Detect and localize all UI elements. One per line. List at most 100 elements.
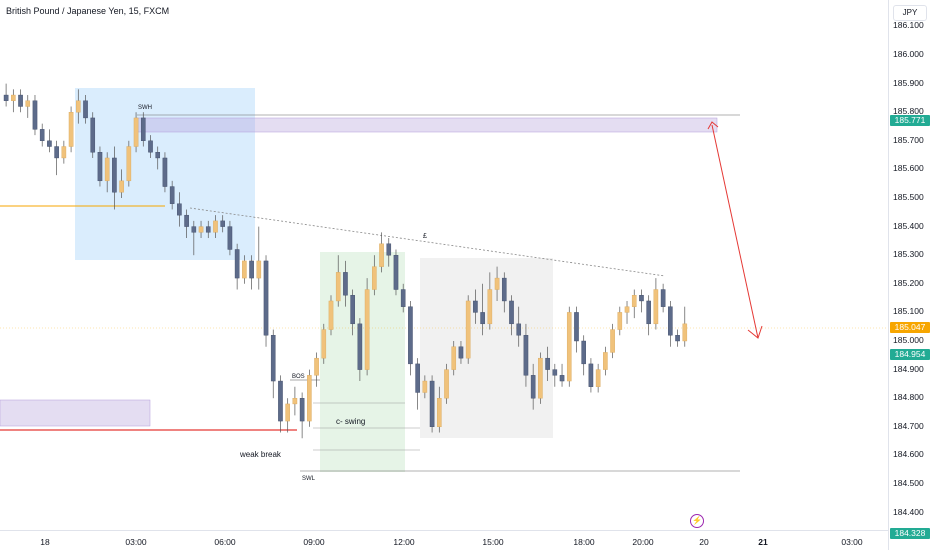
price-label: 185.771 bbox=[890, 114, 930, 126]
candle-body bbox=[639, 295, 644, 302]
candle-body bbox=[364, 289, 370, 370]
price-tick: 185.100 bbox=[893, 306, 924, 317]
projection-arrow-head bbox=[747, 325, 763, 339]
price-tick: 184.600 bbox=[893, 449, 924, 460]
candle-body bbox=[104, 157, 110, 182]
candle-body bbox=[75, 100, 81, 113]
candle-body bbox=[68, 111, 74, 147]
candle-body bbox=[83, 100, 88, 119]
c-swing-label: c- swing bbox=[336, 417, 365, 426]
price-tick: 184.800 bbox=[893, 392, 924, 403]
candle-body bbox=[263, 260, 269, 336]
candle-body bbox=[386, 243, 392, 256]
flash-icon[interactable]: ⚡ bbox=[690, 514, 704, 528]
candle-body bbox=[270, 335, 276, 382]
candle-body bbox=[545, 357, 550, 370]
candle-body bbox=[624, 306, 630, 313]
candle-body bbox=[155, 152, 161, 159]
price-tick: 184.400 bbox=[893, 506, 924, 517]
price-tick: 186.000 bbox=[893, 49, 924, 59]
time-tick: 21 bbox=[758, 537, 768, 547]
weak-break-label: weak break bbox=[239, 450, 282, 459]
projection-arrow-tail bbox=[707, 121, 719, 130]
candle-body bbox=[400, 289, 406, 307]
candle-body bbox=[227, 226, 233, 250]
bos-label: BOS bbox=[292, 374, 305, 380]
candle-body bbox=[328, 300, 334, 330]
price-tick: 184.900 bbox=[893, 363, 924, 374]
candle-body bbox=[162, 157, 168, 187]
time-tick: 18:00 bbox=[573, 537, 595, 547]
candle-body bbox=[307, 375, 312, 422]
time-tick: 03:00 bbox=[841, 537, 863, 547]
price-label: 184.328 bbox=[890, 527, 930, 539]
order-block-low bbox=[0, 399, 151, 427]
candle-body bbox=[451, 346, 457, 370]
candle-body bbox=[61, 146, 67, 159]
candle-body bbox=[133, 117, 139, 147]
candle-body bbox=[39, 129, 45, 142]
candle-body bbox=[90, 117, 96, 153]
time-tick: 20:00 bbox=[632, 537, 654, 547]
price-tick: 185.200 bbox=[893, 277, 924, 288]
price-tick: 185.300 bbox=[893, 249, 924, 260]
candle-body bbox=[552, 369, 558, 376]
candle-body bbox=[603, 352, 608, 370]
candle-body bbox=[11, 94, 16, 101]
time-tick: 12:00 bbox=[393, 537, 415, 547]
candle-body bbox=[675, 335, 680, 342]
candle-body bbox=[242, 260, 247, 279]
candle-body bbox=[487, 289, 493, 325]
candle-body bbox=[119, 180, 124, 193]
candle-body bbox=[588, 363, 594, 387]
candle-body bbox=[350, 295, 355, 325]
candle-body bbox=[278, 380, 283, 422]
candle-body bbox=[32, 100, 38, 130]
candle-body bbox=[668, 306, 673, 336]
symbol-title[interactable]: British Pound / Japanese Yen, 15, FXCM bbox=[6, 6, 170, 16]
candle-body bbox=[581, 340, 586, 365]
time-tick: 03:00 bbox=[125, 537, 147, 547]
price-tick: 185.000 bbox=[893, 335, 924, 345]
currency-selector[interactable]: JPY bbox=[893, 5, 927, 21]
candle-body bbox=[256, 260, 262, 279]
candle-body bbox=[538, 357, 543, 399]
time-axis[interactable]: 18 03:00 06:00 09:00 12:00 15:00 18:00 20:00 20 2… bbox=[0, 530, 888, 551]
candle-body bbox=[169, 186, 175, 204]
candle-body bbox=[25, 100, 31, 107]
candle-body bbox=[415, 363, 420, 393]
candle-body bbox=[285, 403, 290, 422]
candle-body bbox=[458, 346, 464, 359]
candle-body bbox=[429, 380, 435, 428]
candle-body bbox=[660, 289, 666, 307]
swing-zone-green bbox=[320, 252, 405, 472]
price-tick: 184.500 bbox=[893, 478, 924, 488]
candle-body bbox=[393, 254, 399, 290]
price-tick: 185.900 bbox=[893, 77, 924, 88]
candle-body bbox=[566, 312, 572, 382]
candle-body bbox=[126, 146, 132, 182]
candle-body bbox=[559, 375, 565, 382]
candle-body bbox=[321, 329, 327, 359]
candle-body bbox=[292, 398, 298, 405]
candle-body bbox=[523, 335, 529, 376]
candle-body bbox=[494, 277, 500, 290]
candle-body bbox=[3, 94, 9, 101]
price-tick: 185.500 bbox=[893, 192, 924, 202]
time-tick: 09:00 bbox=[303, 537, 325, 547]
price-chart[interactable]: SWH SWL BOS weak break c- swing £ bbox=[0, 0, 888, 530]
time-tick: 06:00 bbox=[214, 537, 236, 547]
candle-body bbox=[191, 226, 197, 233]
swing-zone-gray bbox=[420, 258, 553, 438]
price-tick: 185.700 bbox=[893, 134, 924, 145]
order-block-high bbox=[136, 117, 718, 133]
candle-body bbox=[112, 157, 117, 193]
candle-body bbox=[653, 289, 659, 325]
candle-body bbox=[437, 398, 442, 428]
candle-body bbox=[530, 375, 536, 399]
candle-body bbox=[148, 140, 153, 153]
chart-canvas[interactable]: SWH SWL BOS weak break c- swing £ bbox=[0, 0, 888, 530]
price-axis[interactable]: 186.100 186.000 185.900 185.800 185.700 185.6… bbox=[888, 0, 932, 550]
candle-body bbox=[465, 300, 471, 359]
candle-body bbox=[444, 369, 449, 399]
